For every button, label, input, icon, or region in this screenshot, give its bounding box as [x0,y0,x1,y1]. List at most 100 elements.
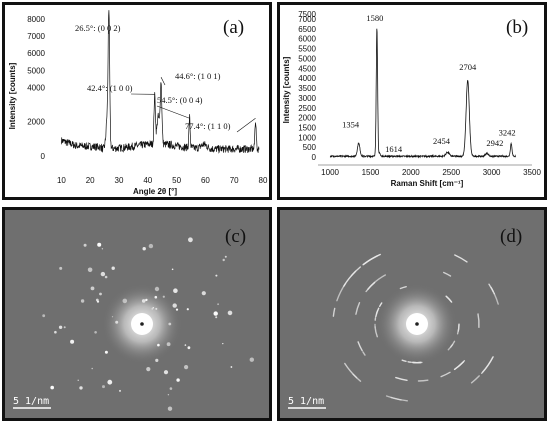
diffraction-image-c: (c) 5 1/nm [13,226,254,411]
x-tick-label: 3000 [483,168,501,177]
diffraction-spot [59,266,63,270]
diffraction-spot [168,322,172,326]
diffraction-arc [385,395,402,401]
y-tick-label: 7000 [27,32,45,41]
diffraction-spot [222,343,224,345]
diffraction-spot [87,267,93,273]
y-tick-label: 8000 [27,15,45,24]
x-tick-label: 70 [230,176,239,185]
diffraction-arc [399,286,407,290]
xrd-panel: (a) 10 20 30 40 50 60 70 80 0 2000 4000 5000 6000 700… [2,2,272,200]
diffraction-spot [201,291,206,296]
diffraction-spot [90,286,95,291]
diffraction-arc [375,307,380,318]
diffraction-spot [119,389,121,392]
diffraction-spot [162,295,165,298]
diffraction-spot [155,307,158,310]
diffraction-spot [213,311,218,316]
y-tick-label: 4000 [298,74,316,83]
diffraction-spot [176,378,180,382]
diffraction-spot [167,394,170,396]
beam-stop [415,322,419,326]
panel-label-b: (b) [506,17,528,38]
y-tick-label: 3500 [298,84,316,93]
diffraction-arc [457,324,460,332]
y-tick-label: 4000 [27,83,45,92]
peak-annotation: 44.6°: (1 0 1) [175,71,221,81]
diffraction-arc [470,375,480,384]
peak-label: 1580 [366,13,383,23]
diffraction-spot [215,274,218,277]
diffraction-arc [454,254,468,263]
peak-label: 2942 [486,138,503,148]
peak-annotation: 26.5°: (0 0 2) [75,23,121,33]
diffraction-spot [151,308,153,310]
panel-label-c: (c) [225,226,246,247]
diffraction-arc [362,253,381,266]
xrd-trace [61,10,260,154]
y-tick-label: 500 [303,143,317,152]
y-tick-label: 6000 [298,35,316,44]
diffraction-spot [249,357,254,362]
peak-label: 2454 [433,136,451,146]
x-tick-label: 40 [143,176,152,185]
diffraction-spot [141,299,146,303]
diffraction-spot [101,248,104,250]
diffraction-arc [443,271,452,277]
y-tick-label: 6000 [27,49,45,58]
diffraction-spot [107,379,113,385]
diffraction-arc [440,371,451,378]
diffraction-spot [111,316,114,318]
diffraction-arc [395,376,408,381]
y-tick-label: 2500 [298,104,316,113]
diffraction-spot [217,303,220,306]
diffraction-spot [173,288,178,293]
diffraction-spot [100,271,106,277]
diffraction-spot [80,299,85,303]
y-tick-label: 2000 [27,118,45,127]
diffraction-spot [79,386,83,390]
diffraction-spot [94,331,97,334]
diffraction-spot [148,243,154,249]
x-tick-label: 80 [259,176,268,185]
raman-panel: (b) 1000 1500 2000 2500 3000 3500 0 500 1000 1500… [277,2,547,200]
diffraction-spot [166,342,171,347]
diffraction-spot [186,308,189,311]
diffraction-spot [99,292,102,296]
diffraction-arc [417,379,429,382]
diffraction-arc [332,307,336,317]
diffraction-arc [350,266,361,277]
diffraction-spot [77,379,79,381]
panel-label-a: (a) [223,17,244,38]
y-tick-label: 0 [41,152,46,161]
x-axis-label: Raman Shift [cm⁻¹] [391,179,464,188]
peak-label: 1354 [342,119,360,129]
y-tick-label: 4500 [298,64,316,73]
peak-leader-line [156,105,190,119]
diffraction-spot [152,307,154,309]
x-tick-label: 2000 [402,168,420,177]
raman-trace [329,28,516,159]
diffraction-spot [115,320,119,324]
diffraction-spot [227,310,233,316]
y-tick-label: 0 [312,153,317,162]
diffraction-arc [375,274,386,283]
diffraction-arc [355,302,361,315]
y-tick-label: 5000 [298,54,316,63]
diffraction-spot [224,255,227,258]
x-tick-label: 20 [86,176,95,185]
diffraction-spot [104,275,108,279]
y-axis-label: Intensity [counts] [8,62,17,129]
diffraction-spot [83,243,87,247]
diffraction-spot [167,406,173,411]
y-tick-label: 7000 [298,15,316,24]
diffraction-spot [111,266,115,270]
peak-annotation: 54.5°: (0 0 4) [157,95,203,105]
diffraction-spot [154,286,160,292]
diffraction-spot [58,325,63,329]
diffraction-spot [154,295,158,299]
diffraction-arc [365,281,376,293]
diffraction-spot [175,308,179,311]
y-tick-label: 1000 [298,133,316,142]
diffraction-arc [493,292,499,305]
